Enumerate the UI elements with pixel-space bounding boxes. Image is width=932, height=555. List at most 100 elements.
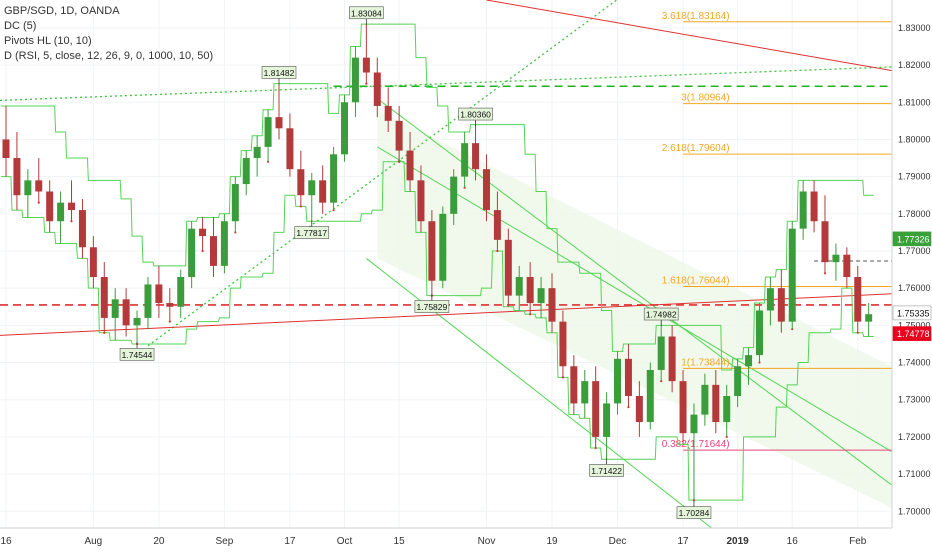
candle-body: [635, 396, 643, 423]
candle-body: [734, 366, 742, 396]
x-tick-label: Feb: [849, 536, 867, 547]
candle-body: [362, 57, 370, 73]
x-tick-label: Nov: [478, 536, 496, 547]
candle-body: [78, 210, 86, 248]
pivot-label-text: 1.75829: [417, 302, 448, 312]
channel-mid-line: [377, 146, 893, 453]
legend-symbol[interactable]: GBP/SGD, 1D, OANDA: [4, 5, 120, 17]
candle-body: [68, 202, 76, 211]
candle-body: [603, 403, 611, 437]
price-tag-green: 1.77326: [897, 234, 930, 244]
pivot-label-text: 1.81482: [264, 68, 295, 78]
candle-body: [231, 184, 239, 222]
candle-body: [417, 180, 425, 222]
candle-body: [242, 158, 250, 185]
x-tick-label: 16: [0, 536, 12, 547]
candle-body: [461, 143, 469, 177]
candle-body: [690, 414, 698, 434]
x-tick-label: Oct: [337, 536, 353, 547]
legend-d-indicator[interactable]: D (RSI, 5, close, 12, 26, 9, 0, 1000, 10…: [4, 50, 214, 62]
candle-body: [253, 146, 261, 159]
channel-fill: [377, 109, 899, 512]
candle-body: [133, 317, 141, 326]
fib-level-label: 1.618(1.76044): [662, 276, 730, 287]
legend-dc-indicator[interactable]: DC (5): [4, 20, 37, 32]
candle-body: [406, 150, 414, 181]
y-tick-label: 1.82000: [898, 60, 931, 70]
x-tick-label: 2019: [727, 536, 750, 547]
candle-body: [308, 180, 316, 196]
y-tick-label: 1.81000: [898, 97, 931, 107]
candle-body: [395, 120, 403, 151]
candle-body: [701, 384, 709, 415]
y-tick-label: 1.73000: [898, 395, 931, 405]
pivot-label-box: [458, 107, 493, 121]
candle-body: [482, 169, 490, 211]
candle-body: [515, 277, 523, 296]
y-tick-label: 1.75000: [898, 320, 931, 330]
candle-body: [330, 154, 338, 203]
candle-body: [581, 381, 589, 404]
pivot-label-text: 1.83084: [351, 8, 382, 18]
candle-body: [297, 169, 305, 196]
candle-body: [755, 310, 763, 356]
candle-body: [788, 228, 796, 322]
x-tick-label: 15: [394, 536, 406, 547]
candle-body: [472, 143, 480, 170]
pivot-label-text: 1.80360: [460, 110, 491, 120]
y-tick-label: 1.77000: [898, 246, 931, 256]
x-tick-label: 20: [153, 536, 165, 547]
legend-pivots-indicator[interactable]: Pivots HL (10, 10): [4, 35, 92, 47]
candle-body: [559, 321, 567, 367]
pivot-label-text: 1.74544: [122, 350, 153, 360]
candle-body: [319, 180, 327, 203]
red-resistance-line: [486, 0, 893, 72]
fib-level-label: 3(1.80964): [681, 93, 729, 104]
donchian-upper: [1, 23, 874, 371]
candle-body: [199, 228, 207, 237]
y-tick-label: 1.83000: [898, 23, 931, 33]
y-tick-label: 1.76000: [898, 283, 931, 293]
time-axis-bg: [0, 528, 932, 550]
pivot-label-box: [589, 464, 624, 477]
candle-body: [46, 191, 54, 222]
candle-body: [177, 277, 185, 307]
candle-body: [766, 288, 774, 311]
x-tick-label: Sep: [216, 536, 234, 547]
price-tag-neutral-bg: [892, 305, 932, 321]
pivot-label-text: 1.74982: [646, 310, 677, 320]
candle-body: [668, 336, 676, 382]
y-tick-label: 1.79000: [898, 172, 931, 182]
candle-body: [351, 57, 359, 103]
fib-level-label: 2.618(1.79604): [662, 143, 730, 154]
candle-body: [220, 221, 228, 266]
candle-body: [155, 284, 163, 304]
candle-body: [832, 254, 840, 263]
candle-body: [450, 176, 458, 214]
y-tick-label: 1.71000: [898, 469, 931, 479]
x-tick-label: 17: [677, 536, 689, 547]
candle-body: [745, 355, 753, 367]
candle-body: [373, 72, 381, 106]
y-tick-label: 1.74000: [898, 358, 931, 368]
fib-level-label: 3.618(1.83164): [662, 11, 730, 22]
candle-body: [2, 139, 10, 159]
candle-body: [777, 288, 785, 322]
price-axis-bg: [892, 0, 932, 550]
candle-body: [24, 180, 32, 196]
candle-body: [504, 239, 512, 296]
candle-body: [548, 288, 556, 322]
candle-body: [537, 288, 545, 304]
red-support-line: [0, 293, 893, 336]
price-tag-neutral: 1.75335: [897, 308, 930, 318]
candle-body: [614, 358, 622, 404]
chart-legend: GBP/SGD, 1D, OANDA DC (5) Pivots HL (10,…: [4, 4, 213, 64]
candle-body: [286, 128, 294, 170]
candle-body: [275, 117, 283, 129]
candle-body: [188, 228, 196, 278]
candle-body: [821, 221, 829, 263]
candle-body: [493, 210, 501, 240]
candle-body: [723, 396, 731, 423]
